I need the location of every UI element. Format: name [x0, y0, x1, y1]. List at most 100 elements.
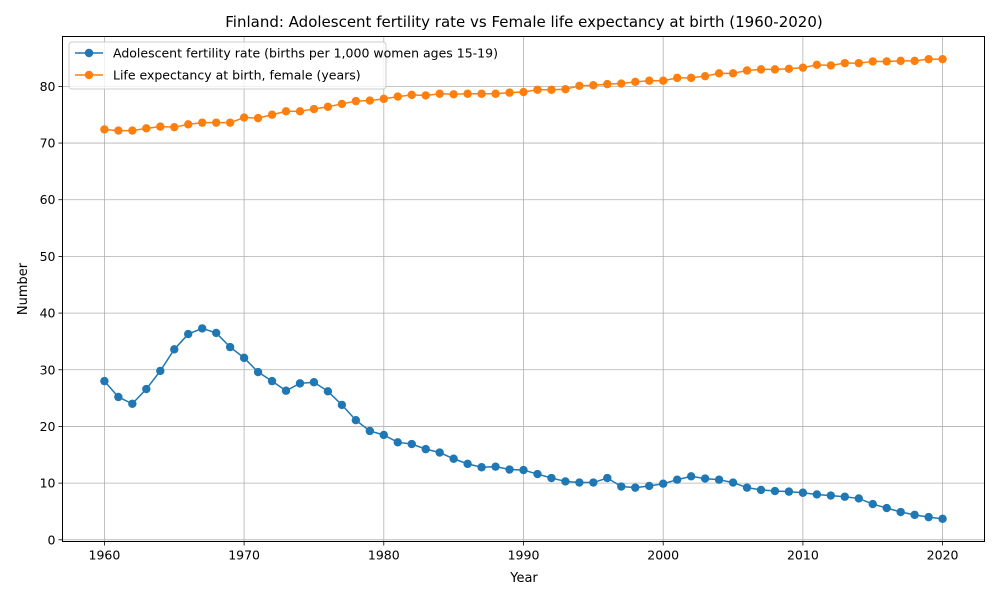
data-point [770, 486, 780, 496]
data-point [142, 124, 151, 133]
legend-label: Life expectancy at birth, female (years) [113, 68, 361, 83]
data-point [421, 444, 430, 454]
data-point [854, 494, 863, 503]
data-point [253, 113, 263, 123]
data-point [924, 512, 933, 522]
data-point [896, 507, 905, 517]
chart-title: Finland: Adolescent fertility rate vs Fe… [225, 13, 823, 31]
data-point [421, 91, 430, 100]
x-tick-label: 1990 [508, 548, 540, 563]
data-point [561, 85, 570, 94]
data-point [910, 510, 919, 520]
data-point [784, 64, 794, 74]
data-point [798, 488, 808, 497]
data-point [281, 107, 291, 116]
y-tick-label: 30 [40, 362, 56, 377]
data-point [114, 392, 123, 402]
y-axis: 0 10 20 30 40 50 60 70 80 [40, 79, 63, 547]
data-point [225, 118, 235, 127]
data-point [589, 478, 598, 487]
data-point [631, 77, 640, 87]
data-point [351, 96, 361, 106]
x-tick-label: 1960 [89, 548, 121, 563]
data-point [533, 85, 542, 94]
data-point [519, 465, 528, 475]
data-point [351, 416, 361, 425]
series-layer [100, 54, 947, 524]
data-point [603, 79, 612, 89]
data-point [882, 503, 891, 513]
data-point [784, 487, 794, 496]
x-tick-label: 1970 [228, 548, 260, 563]
data-point [379, 430, 389, 440]
data-point [812, 60, 822, 70]
data-point [128, 399, 137, 408]
data-point [882, 57, 891, 66]
y-tick-label: 80 [40, 79, 56, 94]
data-point [449, 90, 458, 99]
data-point [407, 90, 416, 100]
data-point [281, 386, 291, 395]
data-point [686, 472, 696, 481]
data-point [631, 483, 640, 492]
data-point [100, 376, 109, 386]
data-point [477, 463, 486, 472]
data-point [128, 126, 137, 135]
data-point [463, 459, 472, 469]
data-point [379, 94, 389, 104]
data-point [100, 125, 109, 134]
data-point [309, 104, 319, 114]
data-point [156, 122, 165, 131]
data-point [756, 485, 766, 495]
data-point [365, 96, 375, 105]
data-point [658, 479, 668, 488]
series-1 [100, 324, 947, 524]
data-point [267, 110, 277, 119]
x-tick-label: 2010 [787, 548, 819, 563]
data-point [519, 87, 528, 97]
grid-lines [62, 36, 985, 542]
data-point [700, 474, 710, 483]
data-point [365, 426, 375, 436]
data-point [491, 462, 500, 471]
y-tick-label: 60 [40, 192, 56, 207]
data-point [868, 499, 877, 509]
data-point [477, 89, 486, 98]
data-point [896, 56, 905, 66]
data-point [756, 65, 766, 74]
data-point [826, 491, 836, 500]
legend-item: Life expectancy at birth, female (years) [75, 68, 361, 83]
data-point [170, 122, 179, 132]
data-point [156, 366, 165, 376]
x-axis-label: Year [509, 571, 538, 586]
y-axis-label: Number [16, 262, 31, 315]
data-point [854, 58, 863, 68]
data-point [645, 76, 654, 85]
data-point [463, 89, 472, 98]
data-point [798, 63, 808, 72]
legend: Adolescent fertility rate (births per 1,… [68, 41, 498, 90]
data-point [533, 469, 542, 479]
data-point [211, 118, 221, 127]
y-tick-label: 70 [40, 136, 56, 151]
data-point [770, 65, 780, 74]
data-point [491, 89, 500, 98]
data-point [323, 387, 333, 396]
data-point [812, 490, 822, 499]
data-point [840, 58, 850, 68]
data-point [393, 92, 402, 101]
series-2 [100, 54, 947, 135]
x-tick-label: 1980 [368, 548, 400, 563]
data-point [686, 73, 696, 83]
data-point [184, 120, 193, 129]
data-point [239, 353, 249, 363]
y-tick-label: 10 [40, 476, 56, 491]
data-point [938, 54, 947, 64]
data-point [700, 71, 710, 81]
y-tick-label: 20 [40, 419, 56, 434]
data-point [561, 477, 570, 486]
data-point [938, 514, 947, 524]
data-point [505, 465, 514, 474]
data-point [239, 113, 249, 122]
